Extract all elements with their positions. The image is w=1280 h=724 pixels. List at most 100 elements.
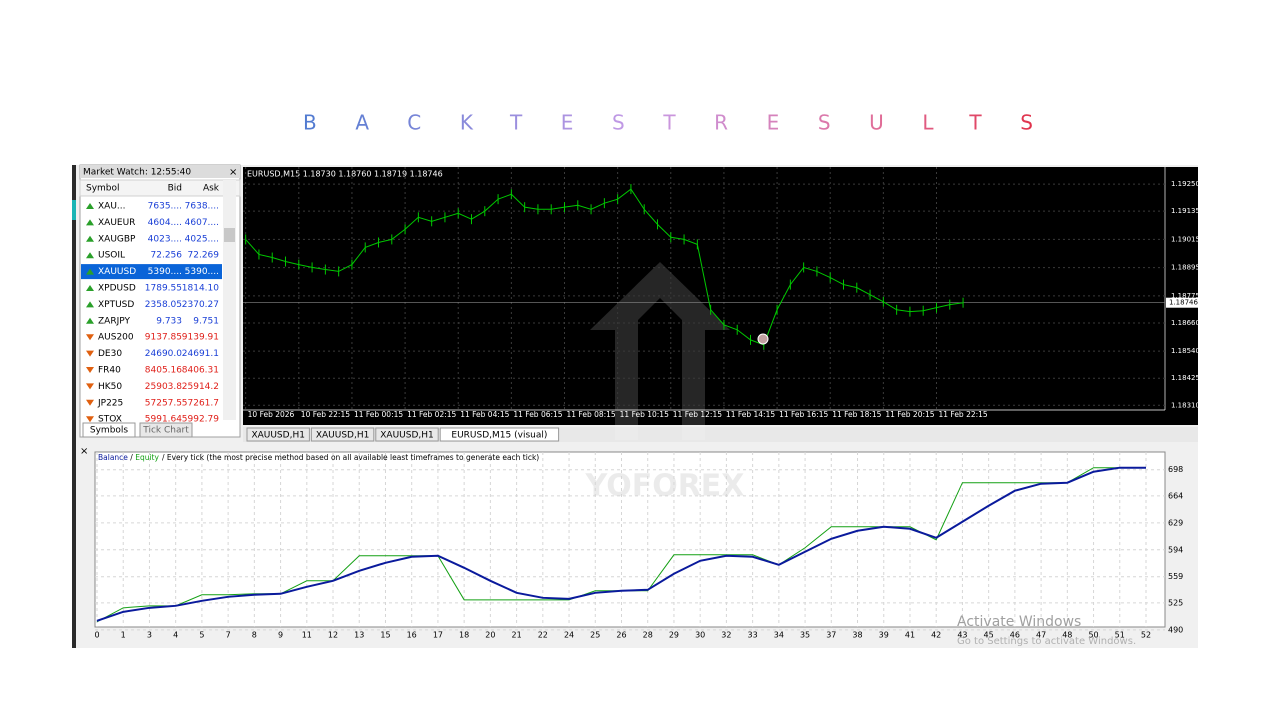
- chart-tab-label[interactable]: XAUUSD,H1: [380, 431, 434, 441]
- bid: 57257.5: [145, 398, 182, 408]
- column-header: Symbol: [86, 184, 120, 194]
- watermark: YOFOREX: [585, 469, 745, 504]
- x-tick-label: 11 Feb 20:15: [885, 410, 934, 419]
- symbol[interactable]: XPDUSD: [98, 284, 136, 294]
- scrollbar[interactable]: [223, 180, 236, 420]
- chart-tab-label[interactable]: XAUUSD,H1: [316, 431, 370, 441]
- direction-icon: [86, 350, 94, 357]
- left-edge-accent: [72, 200, 76, 220]
- chart-tab-label[interactable]: XAUUSD,H1: [251, 431, 305, 441]
- balance-chart-area: [94, 451, 1166, 628]
- y-tick-label: 1.19250: [1171, 180, 1200, 188]
- ask: 2370.27: [182, 300, 219, 310]
- scrollbar-thumb[interactable]: [224, 228, 235, 242]
- chart-tab[interactable]: [439, 427, 560, 442]
- x-tick-label: 48: [1062, 631, 1072, 640]
- chart-tab[interactable]: [310, 427, 375, 442]
- column-header: Ask: [203, 184, 220, 194]
- tab-label[interactable]: Symbols: [90, 426, 129, 436]
- y-tick-label: 664: [1168, 491, 1183, 500]
- series-line: [96, 466, 1146, 622]
- current-price-box: [1166, 297, 1198, 308]
- symbol[interactable]: AUS200: [98, 333, 134, 343]
- market-watch-title: Market Watch: 12:55:40: [83, 168, 191, 178]
- tab-label[interactable]: Tick Chart: [142, 426, 189, 436]
- y-tick-label: 1.19015: [1171, 235, 1200, 243]
- tab[interactable]: [139, 422, 193, 438]
- x-tick-label: 37: [826, 631, 836, 640]
- x-tick-label: 3: [147, 631, 152, 640]
- x-tick-label: 12: [328, 631, 338, 640]
- close-button[interactable]: ×: [80, 446, 88, 457]
- column-header: Bid: [168, 184, 182, 194]
- x-tick-label: 21: [512, 631, 522, 640]
- symbol[interactable]: XPTUSD: [98, 300, 134, 310]
- direction-icon: [86, 399, 94, 406]
- market-watch-header: [79, 179, 241, 197]
- ask: 5992.79: [182, 415, 219, 425]
- tab[interactable]: [82, 422, 136, 438]
- x-tick-label: 45: [984, 631, 994, 640]
- bid: 4604....: [148, 218, 182, 228]
- dynamic-layer: Symbol Bid Ask XAU... 7635.... 7638.... XAUEUR…: [81, 167, 1200, 647]
- direction-icon: [86, 383, 94, 390]
- symbol[interactable]: STOX: [98, 415, 122, 425]
- x-tick-label: 32: [721, 631, 731, 640]
- x-tick-label: 25: [590, 631, 600, 640]
- ask: 4025....: [185, 234, 219, 244]
- y-tick-label: 1.18660: [1171, 319, 1200, 327]
- direction-icon: [86, 235, 94, 242]
- x-tick-label: 46: [1010, 631, 1020, 640]
- ask: 4607....: [185, 218, 219, 228]
- activation-title: Activate Windows: [957, 614, 1081, 630]
- direction-icon: [86, 301, 94, 308]
- chart-tab[interactable]: [375, 427, 439, 442]
- symbol[interactable]: XAUUSD: [98, 267, 136, 277]
- x-tick-label: 11 Feb 02:15: [407, 410, 456, 419]
- x-tick-label: 10 Feb 22:15: [301, 410, 350, 419]
- direction-icon: [86, 268, 94, 275]
- x-tick-label: 24: [564, 631, 574, 640]
- x-tick-label: 30: [695, 631, 705, 640]
- x-tick-label: 18: [459, 631, 469, 640]
- chart-tab[interactable]: [246, 427, 310, 442]
- x-tick-label: 11 Feb 16:15: [779, 410, 828, 419]
- symbol[interactable]: ZARJPY: [98, 316, 130, 326]
- symbol[interactable]: USOIL: [98, 251, 125, 261]
- ask: 7638....: [185, 202, 219, 212]
- x-tick-label: 7: [226, 631, 231, 640]
- bid: 25903.8: [145, 382, 182, 392]
- activation-subtitle: Go to Settings to activate Windows.: [957, 636, 1136, 647]
- chart-tab-label[interactable]: EURUSD,M15 (visual): [451, 431, 547, 441]
- x-tick-label: 52: [1141, 631, 1151, 640]
- y-tick-label: 1.18895: [1171, 264, 1200, 272]
- symbol[interactable]: XAUGBP: [98, 234, 136, 244]
- x-tick-label: 11 Feb 08:15: [567, 410, 616, 419]
- page-title: BACKTESTRESULTS: [303, 111, 1072, 135]
- trade-marker: [757, 333, 769, 345]
- symbol[interactable]: XAUEUR: [98, 218, 135, 228]
- x-tick-label: 29: [669, 631, 679, 640]
- x-tick-label: 11 Feb 04:15: [460, 410, 509, 419]
- y-tick-label: 1.18310: [1171, 401, 1200, 409]
- x-tick-label: 8: [252, 631, 257, 640]
- bid: 8405.16: [145, 366, 182, 376]
- close-button[interactable]: ×: [229, 167, 237, 178]
- direction-icon: [86, 219, 94, 226]
- bid: 7635....: [148, 202, 182, 212]
- symbol[interactable]: XAU...: [98, 202, 126, 212]
- ask: 9.751: [193, 316, 219, 326]
- symbol[interactable]: DE30: [98, 349, 122, 359]
- ask: 25914.2: [182, 382, 219, 392]
- bid: 72.256: [151, 251, 183, 261]
- x-tick-label: 17: [433, 631, 443, 640]
- bid: 5991.64: [145, 415, 182, 425]
- x-tick-label: 26: [616, 631, 626, 640]
- direction-icon: [86, 252, 94, 259]
- bid: 9.733: [156, 316, 182, 326]
- x-tick-label: 41: [905, 631, 915, 640]
- symbol[interactable]: JP225: [97, 398, 123, 408]
- symbol[interactable]: FR40: [98, 366, 121, 376]
- symbol[interactable]: HK50: [98, 382, 122, 392]
